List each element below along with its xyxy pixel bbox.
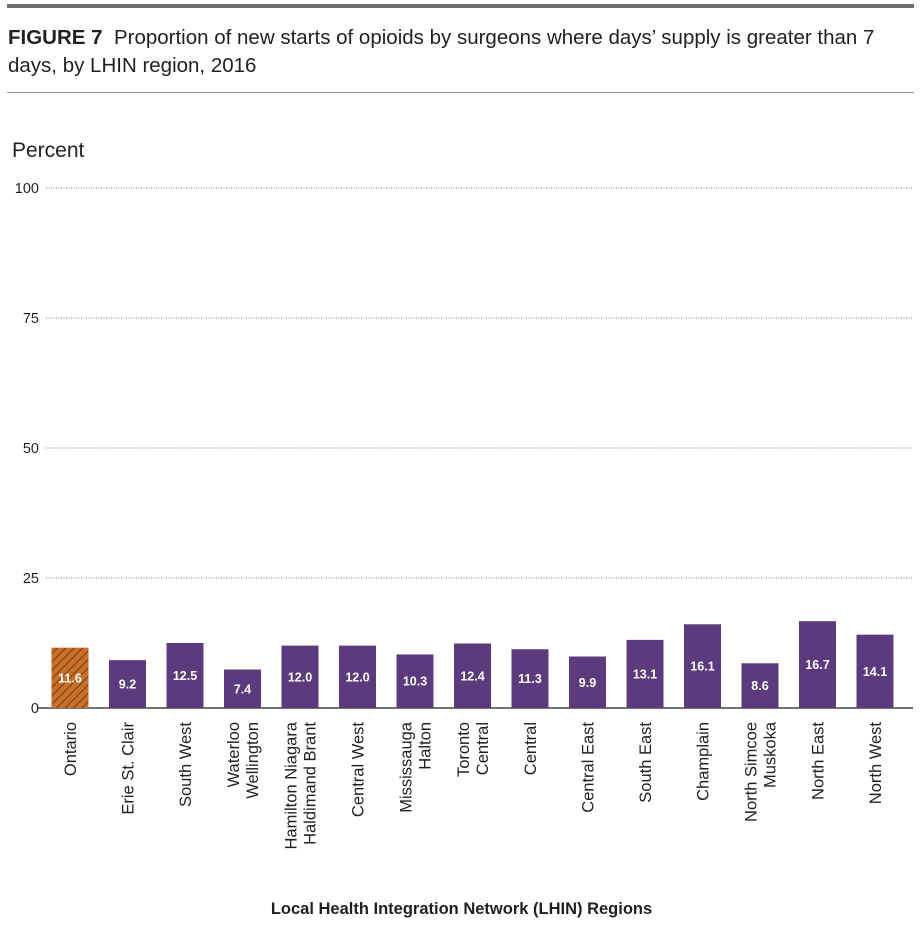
y-tick-label: 0 (31, 701, 39, 717)
bar-value-label: 12.5 (173, 669, 197, 683)
top-rule (7, 4, 914, 8)
x-tick-label: Champlain (695, 722, 713, 801)
x-axis-title: Local Health Integration Network (LHIN) … (270, 900, 653, 918)
bar (396, 654, 434, 708)
y-tick-label: 100 (15, 181, 39, 197)
bar-value-label: 13.1 (633, 667, 657, 681)
x-tick-label: TorontoCentral (455, 722, 492, 777)
bar-value-label: 10.3 (403, 675, 427, 689)
bar (166, 643, 204, 708)
bar-value-label: 9.2 (119, 678, 136, 692)
bar (626, 639, 664, 708)
x-tick-label: Central (522, 722, 540, 775)
x-tick-label: Ontario (62, 722, 80, 776)
x-tick-label: North East (810, 722, 828, 800)
x-tick-label: North West (867, 722, 885, 805)
x-tick-label: Central West (350, 722, 368, 817)
x-tick-label: South West (177, 722, 195, 807)
figure-title: FIGURE 7 Proportion of new starts of opi… (8, 24, 888, 80)
figure-title-text: Proportion of new starts of opioids by s… (8, 26, 875, 77)
x-tick-label: South East (637, 722, 655, 803)
x-tick-label: Hamilton NiagaraHaldimand Brant (283, 721, 320, 849)
bar-value-label: 9.9 (579, 676, 596, 690)
x-tick-label: MississaugaHalton (398, 721, 435, 813)
y-axis-title: Percent (12, 139, 85, 162)
bar (799, 621, 836, 708)
bar (224, 669, 261, 708)
bar-value-label: 8.6 (751, 679, 768, 693)
bar-value-label: 12.0 (288, 670, 312, 684)
bar-value-label: 14.1 (863, 665, 887, 679)
y-tick-label: 25 (23, 571, 39, 587)
figure-label: FIGURE 7 (8, 26, 103, 49)
bar (281, 645, 319, 708)
bar (511, 649, 549, 708)
bar-ontario (51, 647, 89, 708)
bar-value-label: 7.4 (234, 682, 251, 696)
bar-value-label: 16.1 (690, 660, 714, 674)
bar (741, 663, 779, 708)
x-tick-label: North SimcoeMuskoka (743, 721, 780, 822)
bar-value-label: 12.4 (460, 669, 484, 683)
x-tick-label: Central East (580, 722, 598, 813)
bar-value-label: 16.7 (805, 658, 829, 672)
bar (454, 643, 491, 708)
bar-value-label: 12.0 (345, 670, 369, 684)
y-tick-label: 50 (23, 441, 39, 457)
bar-value-label: 11.3 (518, 672, 542, 686)
y-tick-label: 75 (23, 311, 39, 327)
bar (856, 634, 894, 708)
bar (684, 624, 721, 708)
bar-value-label: 11.6 (58, 671, 82, 685)
x-tick-label: WaterlooWellington (225, 722, 262, 799)
title-rule (7, 92, 914, 93)
x-tick-label: Erie St. Clair (120, 722, 138, 815)
bar (569, 656, 606, 708)
bar (339, 645, 376, 708)
bar (109, 660, 146, 708)
